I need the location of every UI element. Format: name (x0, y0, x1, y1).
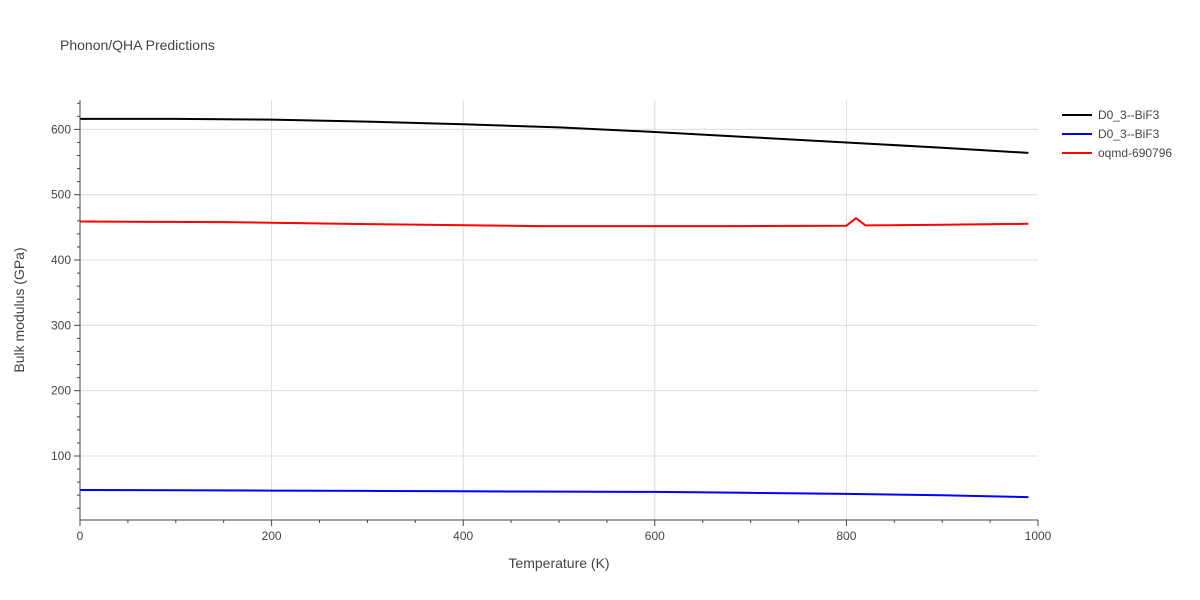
grid (80, 100, 1038, 520)
x-tick-label: 1000 (1025, 529, 1052, 543)
y-axis-title: Bulk modulus (GPa) (11, 247, 27, 372)
axes: 0 200 400 600 800 1000 100 200 300 400 500 600 (51, 100, 1052, 543)
legend-item-3[interactable]: oqmd-690796 (1062, 146, 1172, 160)
legend-item-1[interactable]: D0_3--BiF3 (1062, 108, 1160, 122)
legend-label: D0_3--BiF3 (1098, 108, 1160, 122)
x-tick-label: 200 (262, 529, 282, 543)
legend-label: oqmd-690796 (1098, 146, 1172, 160)
series-line-2 (79, 489, 1029, 499)
y-tick-label: 100 (51, 449, 71, 463)
legend[interactable]: D0_3--BiF3 D0_3--BiF3 oqmd-690796 (1062, 108, 1172, 160)
x-tick-label: 600 (645, 529, 665, 543)
y-tick-label: 500 (51, 188, 71, 202)
series-layer (79, 117, 1029, 499)
y-tick-label: 600 (51, 122, 71, 136)
y-tick-label: 400 (51, 253, 71, 267)
x-tick-label: 400 (453, 529, 473, 543)
y-tick-label: 200 (51, 384, 71, 398)
legend-item-2[interactable]: D0_3--BiF3 (1062, 127, 1160, 141)
x-tick-label: 800 (836, 529, 856, 543)
chart-title: Phonon/QHA Predictions (60, 37, 215, 53)
legend-label: D0_3--BiF3 (1098, 127, 1160, 141)
series-line-1 (80, 117, 1029, 154)
x-tick-label: 0 (77, 529, 84, 543)
y-tick-label: 300 (51, 318, 71, 332)
series-line-3 (79, 217, 1029, 228)
x-axis-title: Temperature (K) (508, 555, 609, 571)
